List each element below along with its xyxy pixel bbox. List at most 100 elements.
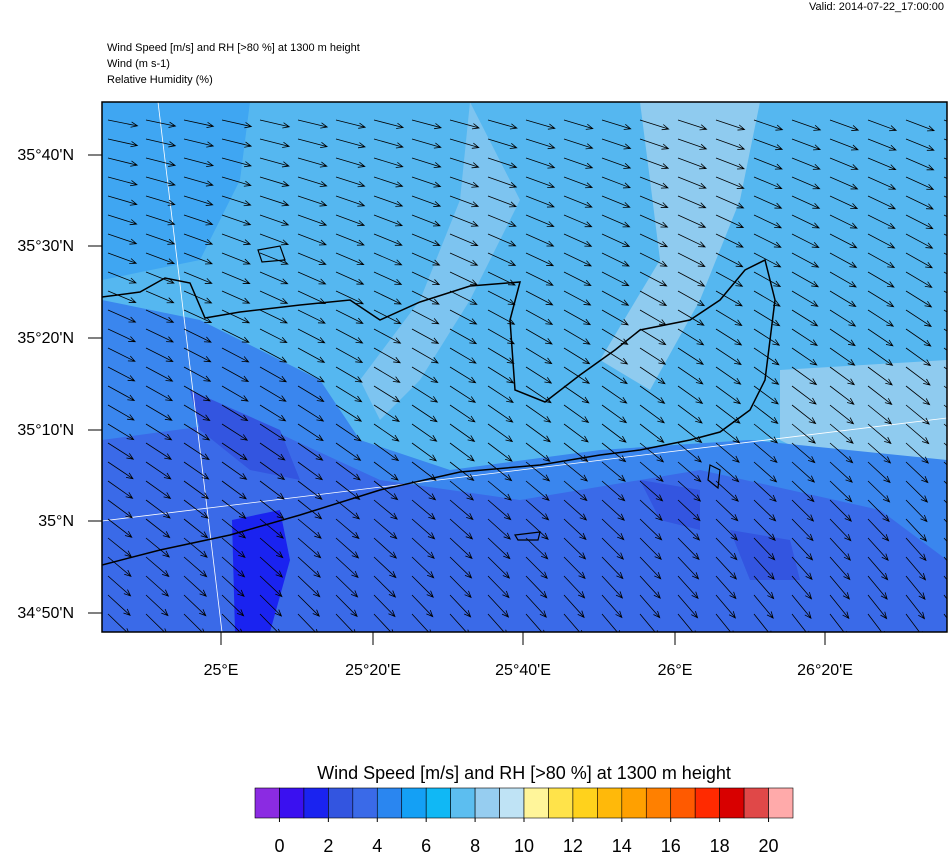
wind-arrow	[829, 537, 851, 561]
wind-arrow	[715, 309, 743, 326]
wind-arrow	[487, 233, 517, 247]
wind-arrow	[677, 556, 700, 580]
wind-arrow	[335, 480, 361, 501]
wind-arrow	[829, 290, 857, 308]
wind-arrow	[715, 499, 739, 522]
colorbar-tick-label: 12	[563, 836, 583, 854]
field	[190, 390, 300, 480]
wind-arrow	[601, 290, 630, 306]
wind-arrow	[335, 499, 361, 520]
wind-arrow	[639, 442, 665, 463]
map-field	[102, 102, 947, 632]
wind-arrow	[335, 138, 366, 149]
wind-arrow	[867, 214, 896, 229]
wind-arrow	[525, 347, 553, 365]
wind-arrow	[601, 176, 631, 189]
wind-arrow	[525, 594, 547, 618]
wind-arrow	[221, 119, 253, 129]
wind-arrow	[107, 442, 135, 460]
wind-arrow	[221, 233, 252, 246]
wind-arrow	[677, 347, 705, 365]
wind-arrow	[753, 613, 772, 632]
wind-arrow	[411, 594, 434, 618]
wind-arrow	[677, 328, 705, 346]
wind-arrow	[449, 499, 474, 521]
wind-arrow	[145, 404, 173, 421]
wind-arrow	[449, 214, 479, 227]
wind-arrow	[297, 290, 327, 305]
wind-arrow	[715, 157, 745, 170]
wind-arrow	[145, 499, 171, 519]
wind-arrow	[677, 157, 708, 170]
wind-arrow	[829, 138, 859, 151]
wind-arrow	[145, 271, 175, 284]
island	[514, 531, 541, 541]
wind-arrow	[867, 138, 897, 151]
wind-arrow	[411, 404, 438, 423]
wind-arrow	[297, 480, 323, 500]
wind-arrow	[183, 157, 215, 167]
wind-arrow	[867, 480, 891, 503]
wind-arrow	[487, 518, 512, 540]
wind-arrow	[297, 575, 321, 598]
wind-arrow	[145, 442, 173, 460]
wind-arrow	[753, 176, 783, 189]
wind-arrow	[259, 480, 285, 500]
wind-arrow	[905, 138, 935, 151]
wind-arrow	[905, 233, 934, 249]
wind-arrow	[487, 556, 511, 579]
wind-arrow	[791, 290, 819, 307]
wind-arrow	[373, 290, 402, 305]
wind-arrow	[221, 195, 252, 207]
colorbar-tick-label: 8	[470, 836, 480, 854]
wind-arrow	[753, 518, 776, 542]
wind-arrow	[297, 423, 324, 442]
wind-arrow	[259, 309, 288, 324]
wind-arrow	[601, 214, 631, 228]
wind-arrow	[145, 556, 170, 578]
wind-arrow	[791, 556, 813, 581]
wind-arrow	[677, 594, 699, 619]
wind-arrow	[905, 157, 935, 171]
wind-arrow	[259, 252, 289, 265]
wind-arrow	[829, 366, 856, 386]
wind-arrow	[639, 214, 669, 228]
wind-arrow	[677, 404, 703, 424]
wind-arrow	[829, 195, 859, 210]
wind-arrow	[221, 176, 252, 187]
wind-arrow	[791, 195, 821, 209]
wind-arrow	[487, 594, 510, 618]
wind-arrow	[183, 480, 210, 500]
wind-arrow	[715, 613, 734, 632]
wind-arrow	[297, 556, 321, 578]
header-line: Wind (m s-1)	[107, 58, 170, 70]
wind-arrow	[183, 271, 213, 284]
wind-arrow	[145, 195, 176, 206]
wind-arrow	[753, 347, 780, 366]
wind-arrow	[753, 328, 781, 346]
wind-arrow	[525, 271, 554, 286]
wind-arrow	[867, 537, 889, 562]
colorbar-tick-label: 6	[421, 836, 431, 854]
wind-arrow	[829, 594, 850, 620]
wind-arrow	[791, 404, 817, 425]
wind-arrow	[905, 176, 935, 190]
wind-arrow	[639, 366, 666, 385]
wind-arrow	[563, 290, 592, 306]
wind-arrow	[791, 575, 813, 600]
wind-arrow	[525, 499, 550, 521]
wind-arrow	[183, 518, 209, 539]
wind-arrow	[563, 309, 592, 326]
wind-arrow	[411, 366, 439, 384]
wind-arrow	[867, 252, 896, 269]
wind-arrow	[411, 499, 436, 520]
colorbar-tick-label: 18	[710, 836, 730, 854]
wind-arrow	[905, 195, 934, 210]
wind-arrow	[867, 423, 892, 445]
wind-arrow	[335, 594, 358, 618]
wind-arrow	[791, 233, 820, 249]
wind-arrow	[487, 480, 512, 501]
wind-arrow	[221, 404, 249, 422]
wind-arrow	[297, 252, 327, 265]
wind-arrow	[183, 442, 210, 461]
